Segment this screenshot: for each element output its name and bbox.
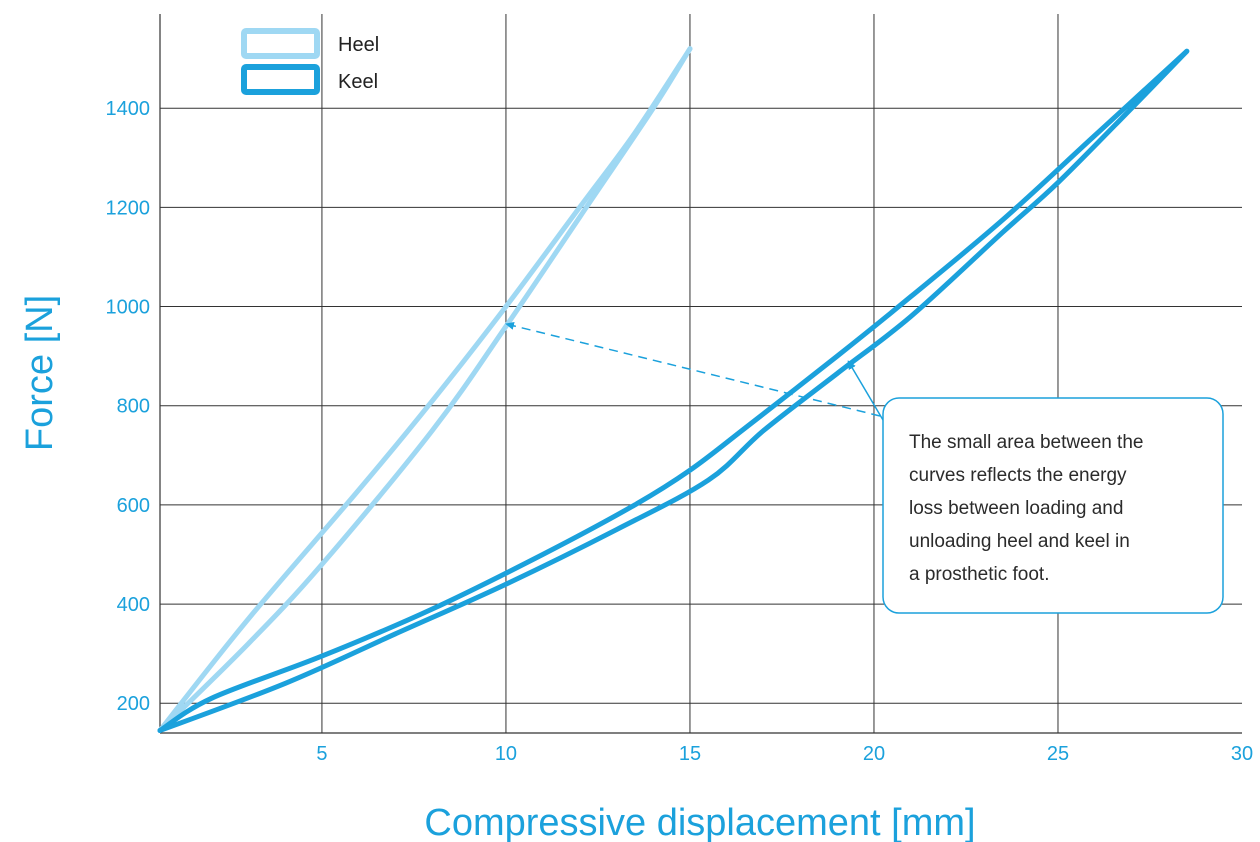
annotation-line-3: loss between loading and xyxy=(909,498,1123,519)
x-tick-label-25: 25 xyxy=(1047,743,1069,765)
y-tick-labels: 200 400 600 800 1000 1200 1400 xyxy=(106,98,151,715)
x-tick-label-10: 10 xyxy=(495,743,517,765)
annotation-line-2: curves reflects the energy xyxy=(909,465,1127,486)
annotation-arrow-heel xyxy=(504,321,881,417)
series-layer xyxy=(157,46,1190,733)
series-keel-loading-line xyxy=(157,48,1190,733)
legend: Heel Keel xyxy=(241,28,379,95)
y-tick-label-1200: 1200 xyxy=(106,197,151,219)
legend-swatch-heel xyxy=(241,28,320,59)
y-axis-title: Force [N] xyxy=(19,295,61,451)
annotation: The small area between the curves reflec… xyxy=(504,321,1224,614)
axes xyxy=(159,14,1242,734)
x-tick-label-5: 5 xyxy=(316,743,327,765)
x-axis-title: Compressive displacement [mm] xyxy=(424,802,975,842)
annotation-box xyxy=(882,397,1224,614)
x-tick-label-15: 15 xyxy=(679,743,701,765)
series-heel-unloading-line xyxy=(157,46,693,733)
annotation-line-4: unloading heel and keel in xyxy=(909,531,1130,552)
annotation-line-5: a prosthetic foot. xyxy=(909,564,1049,585)
grid xyxy=(160,14,1242,733)
y-tick-label-1000: 1000 xyxy=(106,297,151,319)
legend-swatch-keel xyxy=(241,64,320,95)
y-tick-label-1400: 1400 xyxy=(106,98,151,120)
x-tick-labels: 5 10 15 20 25 30 xyxy=(316,743,1253,765)
y-tick-label-600: 600 xyxy=(117,495,150,517)
series-keel-unloading-line xyxy=(157,48,1190,733)
annotation-line-1: The small area between the xyxy=(909,432,1143,453)
x-tick-label-20: 20 xyxy=(863,743,885,765)
y-tick-label-800: 800 xyxy=(117,396,150,418)
legend-label-keel: Keel xyxy=(338,71,378,93)
y-tick-label-200: 200 xyxy=(117,693,150,715)
series-heel-loading-line xyxy=(157,46,693,733)
x-tick-label-30: 30 xyxy=(1231,743,1253,765)
annotation-text: The small area between the curves reflec… xyxy=(909,432,1149,585)
y-tick-label-400: 400 xyxy=(117,594,150,616)
annotation-arrow-keel xyxy=(847,360,884,421)
legend-label-heel: Heel xyxy=(338,34,379,56)
